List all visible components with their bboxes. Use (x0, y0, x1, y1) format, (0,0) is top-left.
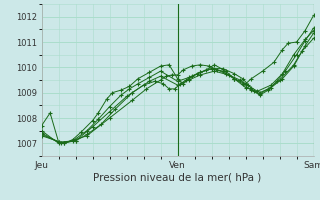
X-axis label: Pression niveau de la mer( hPa ): Pression niveau de la mer( hPa ) (93, 173, 262, 183)
